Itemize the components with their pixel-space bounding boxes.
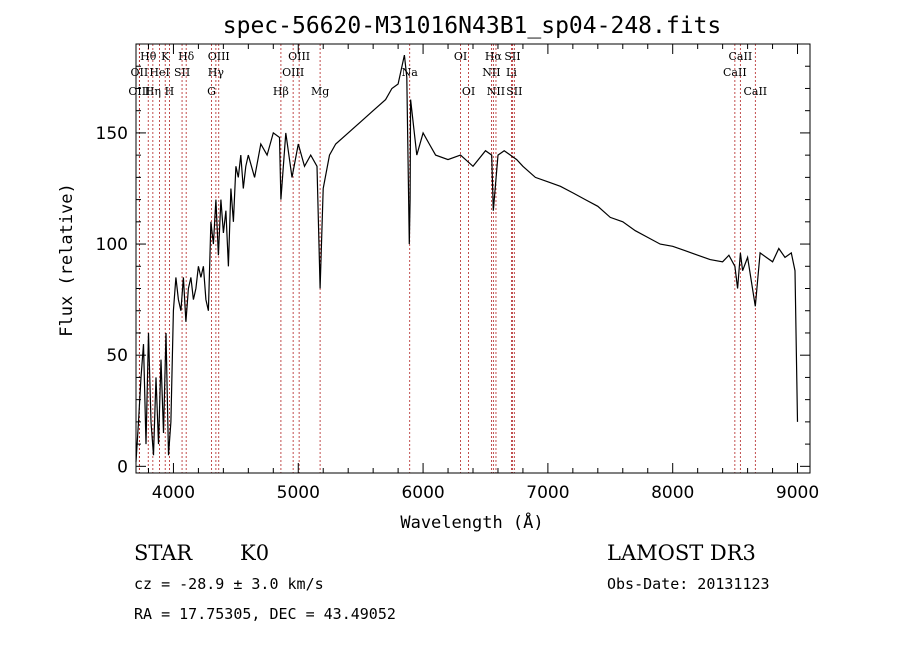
spectral-line-label: OIII [128,85,150,98]
y-axis-label: Flux (relative) [57,183,77,337]
spectral-line-label: CaII [729,50,753,63]
spectral-line-label: SII [506,85,522,98]
coordinates: RA = 17.75305, DEC = 43.49052 [134,605,396,623]
spectral-line-label: CaII [723,66,747,79]
observation-date: Obs-Date: 20131123 [607,575,770,593]
spectral-line-label: OIII [288,50,310,63]
x-tick-label: 8000 [651,483,694,503]
y-tick-label: 100 [96,235,128,255]
x-axis-ticks: 4000 5000 6000 7000 8000 9000 [147,44,819,503]
chart-title: spec-56620-M31016N43B1_sp04-248.fits [223,13,722,39]
object-subclass: K0 [240,541,269,565]
y-tick-label: 150 [96,124,128,144]
plot-frame [135,43,811,474]
spectral-line-label: CaII [743,85,767,98]
spectral-line-label: Hβ [273,85,289,98]
spectral-line-label: G [207,85,216,98]
spectral-line-label: NII [487,85,505,98]
spectral-line-markers [138,44,756,473]
x-tick-label: 4000 [152,483,195,503]
y-tick-label: 0 [117,457,128,477]
x-tick-label: 9000 [776,483,819,503]
spectral-line-label: Mg [311,85,329,98]
spectral-line-label: SII [504,50,520,63]
redshift-value: cz = -28.9 ± 3.0 km/s [134,575,324,593]
x-axis-label: Wavelength (Å) [400,511,543,533]
x-tick-label: 6000 [401,483,444,503]
spectral-line-label: Li [506,66,517,79]
spectral-line-label: OII [131,66,149,79]
spectral-line-label: OIII [282,66,304,79]
spectrum-series-line [135,54,799,462]
spectral-line-label: Na [402,66,419,79]
spectral-line-label: Hα [485,50,503,63]
spectral-line-label: HeI [149,66,169,79]
x-tick-label: 7000 [526,483,569,503]
survey-name: LAMOST DR3 [607,541,756,565]
spectral-line-label: Hδ [178,50,195,63]
x-tick-label: 5000 [277,483,320,503]
spectral-line-label: OIII [208,50,230,63]
spectral-line-label: Hγ [208,66,225,79]
y-axis-ticks: 0 50 100 150 [96,65,810,477]
object-class: STAR [134,541,193,565]
spectral-line-label: Hθ [140,50,157,63]
spectral-line-label: Hη [145,85,161,98]
spectral-line-label: OI [462,85,475,98]
spectral-line-label: H [165,85,175,98]
spectral-line-labels: Hθ OII OIII K HeI Hη H Hδ SII OIII Hγ G Hβ OIII OIII Mg… [128,50,767,98]
y-tick-label: 50 [106,346,128,366]
spectral-line-label: SII [174,66,190,79]
spectral-line-label: OI [454,50,467,63]
spectral-line-label: K [161,50,170,63]
spectral-line-label: NII [482,66,500,79]
